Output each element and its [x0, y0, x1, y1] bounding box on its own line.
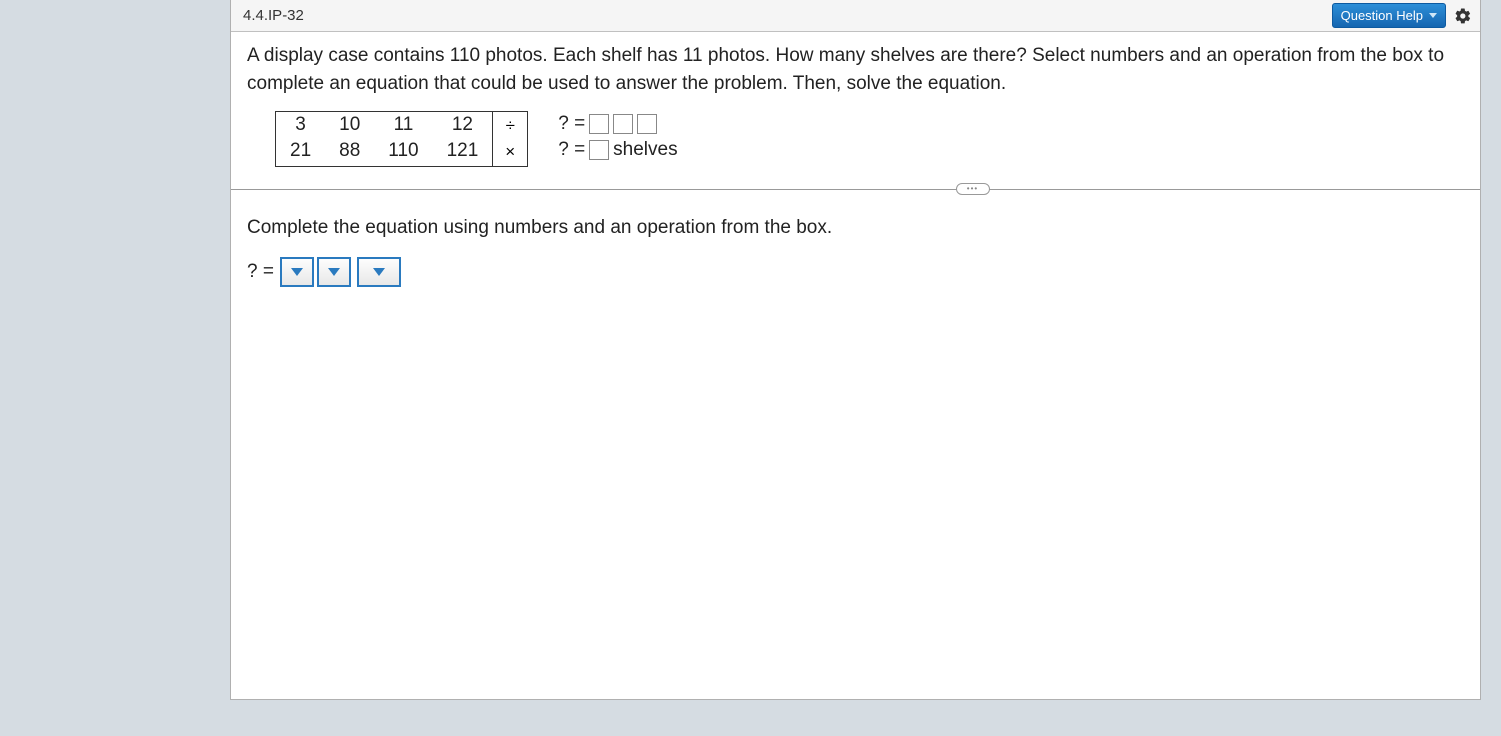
blank-box — [613, 114, 633, 134]
op-cell: × — [495, 140, 525, 164]
question-content: A display case contains 110 photos. Each… — [231, 32, 1480, 287]
gear-icon[interactable] — [1454, 7, 1472, 25]
divider-line — [231, 189, 1480, 190]
num-cell: 121 — [433, 138, 493, 164]
header-actions: Question Help — [1332, 3, 1472, 28]
blank-box — [637, 114, 657, 134]
answer-prefix: ? = — [247, 261, 274, 283]
problem-statement: A display case contains 110 photos. Each… — [247, 42, 1464, 97]
num-cell: 88 — [325, 138, 374, 164]
blank-box — [589, 140, 609, 160]
chevron-down-icon — [1429, 13, 1437, 18]
operand1-dropdown[interactable] — [280, 257, 314, 287]
chevron-down-icon — [373, 268, 385, 276]
instruction-text: Complete the equation using numbers and … — [247, 217, 1464, 239]
question-help-button[interactable]: Question Help — [1332, 3, 1446, 28]
answer-row: ? = — [247, 257, 1464, 287]
operation-choice-box: ÷ × — [492, 111, 528, 167]
operator-dropdown[interactable] — [317, 257, 351, 287]
num-cell: 10 — [325, 112, 374, 138]
equation-template: ? = ? = shelves — [558, 111, 677, 163]
reference-row: 3 10 11 12 21 88 110 121 — [275, 111, 1464, 167]
eq-prefix: ? = — [558, 113, 585, 135]
divider-handle[interactable]: ••• — [956, 183, 990, 195]
question-header: 4.4.IP-32 Question Help — [231, 0, 1480, 32]
choice-boxes: 3 10 11 12 21 88 110 121 — [275, 111, 528, 167]
operand2-dropdown[interactable] — [357, 257, 401, 287]
num-cell: 110 — [374, 138, 432, 164]
num-cell: 21 — [276, 138, 325, 164]
question-id: 4.4.IP-32 — [243, 7, 304, 24]
chevron-down-icon — [291, 268, 303, 276]
op-cell: ÷ — [495, 114, 525, 138]
equation-line-2: ? = shelves — [558, 137, 677, 163]
number-choice-box: 3 10 11 12 21 88 110 121 — [275, 111, 492, 167]
equation-line-1: ? = — [558, 111, 677, 137]
chevron-down-icon — [328, 268, 340, 276]
section-divider: ••• — [231, 181, 1480, 197]
eq-prefix: ? = — [558, 139, 585, 161]
blank-box — [589, 114, 609, 134]
eq-suffix: shelves — [613, 139, 677, 161]
question-panel: 4.4.IP-32 Question Help A display case c… — [230, 0, 1481, 700]
help-label: Question Help — [1341, 8, 1423, 23]
num-cell: 12 — [433, 112, 493, 138]
num-cell: 3 — [276, 112, 325, 138]
dropdown-group — [280, 257, 351, 287]
num-cell: 11 — [374, 112, 432, 138]
